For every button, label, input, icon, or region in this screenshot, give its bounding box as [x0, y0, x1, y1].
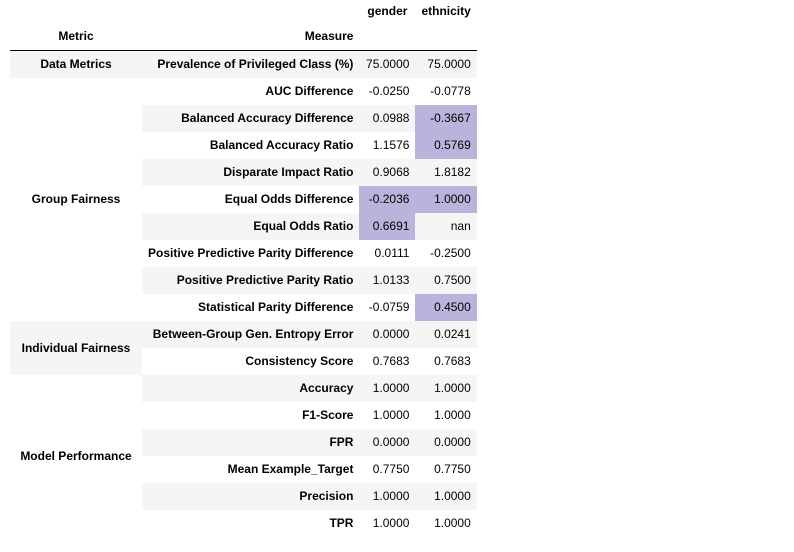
measure-label: Consistency Score — [245, 354, 354, 368]
value-cell-gender: -0.2036 — [359, 186, 416, 213]
table-row: Balanced Accuracy Ratio 1.1576 0.5769 — [10, 132, 477, 159]
table-row: Disparate Impact Ratio 0.9068 1.8182 — [10, 159, 477, 186]
measure-label: Prevalence of Privileged Class (%) — [142, 50, 360, 78]
blank-header-cell — [359, 22, 416, 51]
value-cell-ethnicity: 0.7750 — [434, 462, 471, 476]
value-cell-ethnicity: 75.0000 — [415, 50, 477, 78]
value-cell-ethnicity: -0.0778 — [430, 84, 471, 98]
value-cell-gender: 1.0000 — [372, 408, 410, 422]
table-row: Positive Predictive Parity Difference 0.0… — [10, 240, 477, 267]
measure-label: Between-Group Gen. Entropy Error — [142, 321, 360, 348]
measure-label: TPR — [329, 516, 354, 530]
value-cell-gender: -0.0759 — [368, 300, 410, 314]
metric-index-label: Metric — [10, 22, 142, 51]
value-cell-gender: 1.0000 — [372, 516, 410, 530]
table-row: Equal Odds Ratio 0.6691 nan — [10, 213, 477, 240]
measure-label: Mean Example_Target — [227, 462, 354, 476]
value-cell-ethnicity: 0.5769 — [415, 132, 477, 159]
value-cell-ethnicity: nan — [415, 213, 477, 240]
value-cell-gender: 0.0111 — [374, 246, 410, 260]
value-cell-ethnicity: -0.2500 — [430, 246, 471, 260]
table-row: Statistical Parity Difference -0.0759 0.45… — [10, 294, 477, 321]
fairness-table-container: gender ethnicity Metric Measure Data Met… — [10, 0, 477, 537]
value-cell-gender: 0.0000 — [359, 321, 416, 348]
measure-label: Disparate Impact Ratio — [142, 159, 360, 186]
measure-label: F1-Score — [302, 408, 354, 422]
blank-header-cell — [10, 0, 142, 22]
metric-group-label: Data Metrics — [10, 50, 142, 78]
table-row: Individual Fairness Between-Group Gen. En… — [10, 321, 477, 375]
value-cell-gender: 75.0000 — [359, 50, 416, 78]
column-header-ethnicity: ethnicity — [421, 4, 471, 18]
value-cell-gender: 0.7683 — [372, 354, 410, 368]
value-cell-ethnicity: 1.0000 — [415, 483, 477, 510]
value-cell-gender: 1.0000 — [359, 375, 416, 402]
measure-label: Statistical Parity Difference — [198, 300, 354, 314]
table-row: TPR 1.0000 1.0000 — [10, 510, 477, 537]
fairness-report-table: gender ethnicity Metric Measure Data Met… — [10, 0, 477, 537]
metric-group-label: Model Performance — [20, 448, 132, 463]
table-row: Group Fairness AUC Difference -0.0250 -0.07… — [10, 78, 477, 206]
measure-label: Equal Odds Ratio — [142, 213, 360, 240]
value-cell-gender: 0.0988 — [359, 105, 416, 132]
table-row: Data Metrics Prevalence of Privileged Cla… — [10, 50, 477, 78]
index-name-row: Metric Measure — [10, 22, 477, 51]
value-cell-ethnicity: 0.7500 — [415, 267, 477, 294]
measure-label: Balanced Accuracy Difference — [142, 105, 360, 132]
blank-header-cell — [142, 0, 359, 22]
table-row: Precision 1.0000 1.0000 — [10, 483, 477, 510]
measure-label: Balanced Accuracy Ratio — [209, 138, 354, 152]
table-row: Model Performance Accuracy 1.0000 1.0000 — [10, 375, 477, 463]
metric-group-label: Individual Fairness — [10, 321, 142, 375]
value-cell-ethnicity: 1.0000 — [415, 186, 477, 213]
measure-index-label: Measure — [142, 22, 360, 51]
measure-label: Precision — [142, 483, 360, 510]
value-cell-ethnicity: 1.8182 — [415, 159, 477, 186]
measure-label: Positive Predictive Parity Ratio — [142, 267, 360, 294]
measure-label: FPR — [142, 429, 360, 456]
value-cell-gender: 1.0133 — [359, 267, 416, 294]
value-cell-gender: 0.6691 — [359, 213, 416, 240]
value-cell-gender: 0.0000 — [359, 429, 416, 456]
value-cell-ethnicity: 0.4500 — [415, 294, 477, 321]
value-cell-ethnicity: -0.3667 — [415, 105, 477, 132]
column-header-row: gender ethnicity — [10, 0, 477, 22]
column-header-gender: gender — [367, 4, 408, 18]
table-row: Equal Odds Difference -0.2036 1.0000 — [10, 186, 477, 213]
metric-group-label: Group Fairness — [31, 192, 121, 206]
table-body: Data Metrics Prevalence of Privileged Cla… — [10, 50, 477, 538]
value-cell-gender: 0.9068 — [359, 159, 416, 186]
measure-label: Equal Odds Difference — [224, 192, 354, 206]
blank-header-cell — [415, 22, 477, 51]
value-cell-ethnicity: 0.0000 — [415, 429, 477, 456]
table-row: FPR 0.0000 0.0000 — [10, 429, 477, 456]
value-cell-gender: -0.0250 — [368, 84, 410, 98]
value-cell-ethnicity: 1.0000 — [434, 516, 471, 530]
value-cell-ethnicity: 0.7683 — [434, 354, 471, 368]
measure-label: Positive Predictive Parity Difference — [148, 246, 354, 260]
table-row: Consistency Score 0.7683 0.7683 — [10, 348, 477, 375]
measure-label: AUC Difference — [265, 84, 354, 98]
value-cell-ethnicity: 0.0241 — [415, 321, 477, 348]
table-row: Positive Predictive Parity Ratio 1.0133 0.… — [10, 267, 477, 294]
table-row: F1-Score 1.0000 1.0000 — [10, 402, 477, 429]
value-cell-gender: 1.0000 — [359, 483, 416, 510]
measure-label: Accuracy — [142, 375, 360, 402]
value-cell-gender: 1.1576 — [372, 138, 410, 152]
value-cell-ethnicity: 1.0000 — [434, 408, 471, 422]
table-row: Mean Example_Target 0.7750 0.7750 — [10, 456, 477, 483]
table-row: Balanced Accuracy Difference 0.0988 -0.366… — [10, 105, 477, 132]
value-cell-ethnicity: 1.0000 — [415, 375, 477, 402]
value-cell-gender: 0.7750 — [372, 462, 410, 476]
